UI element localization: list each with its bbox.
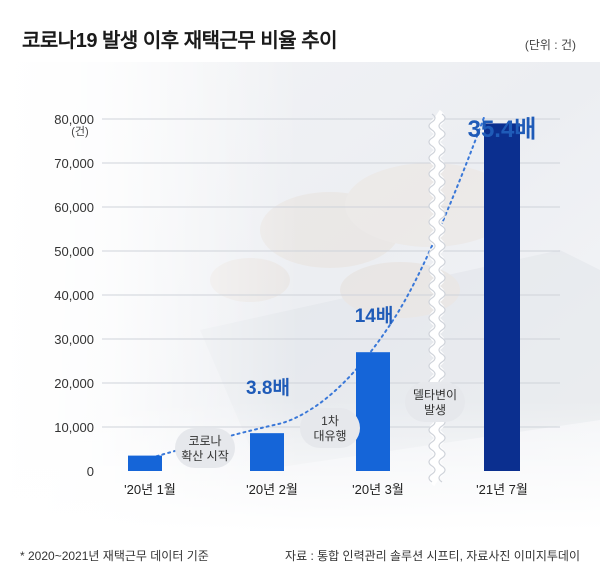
x-tick-label: '20년 2월	[246, 482, 298, 497]
callout-text: 확산 시작	[181, 449, 229, 463]
y-tick-label: 0	[87, 464, 94, 479]
footnote: * 2020~2021년 재택근무 데이터 기준	[20, 549, 209, 563]
bar-4	[484, 123, 520, 472]
source-note: 자료 : 통합 인력관리 솔루션 시프티, 자료사진 이미지투데이	[285, 549, 580, 563]
multiplier-label: 3.8배	[246, 377, 290, 399]
unit-note: (단위 : 건)	[524, 38, 576, 52]
bars	[128, 123, 520, 472]
y-tick-label: 80,000	[54, 112, 94, 127]
y-tick-label: 70,000	[54, 156, 94, 171]
x-tick-label: '20년 3월	[352, 482, 404, 497]
y-tick-label: 40,000	[54, 288, 94, 303]
bar-3	[356, 352, 390, 471]
x-tick-label: '20년 1월	[124, 482, 176, 497]
axis-break	[428, 109, 446, 487]
y-tick-label: 10,000	[54, 420, 94, 435]
x-axis-ticks: '20년 1월 '20년 2월 '20년 3월 '21년 7월	[124, 482, 528, 497]
callout-bubble	[405, 382, 465, 422]
multiplier-label: 14배	[355, 305, 394, 327]
bar-1	[128, 455, 162, 471]
callout-text: 발생	[424, 403, 446, 417]
y-tick-label: 50,000	[54, 244, 94, 259]
multiplier-label: 35.4배	[468, 116, 537, 143]
callout-text: 델타변이	[413, 388, 457, 402]
multiplier-labels: 3.8배 14배 35.4배	[246, 116, 536, 399]
y-axis-label: (건)	[71, 125, 88, 138]
callout-text: 코로나	[188, 434, 221, 448]
y-axis-ticks: 0 10,000 20,000 30,000 40,000 50,000 60,000 70,…	[54, 112, 94, 479]
y-tick-label: 20,000	[54, 376, 94, 391]
callout-bubble	[175, 428, 235, 468]
gridlines	[102, 118, 560, 428]
bar-2	[250, 433, 284, 471]
chart-title: 코로나19 발생 이후 재택근무 비율 추이	[22, 30, 338, 52]
y-tick-label: 60,000	[54, 200, 94, 215]
callout-text: 1차	[321, 414, 339, 428]
x-tick-label: '21년 7월	[476, 482, 528, 497]
break-band	[429, 109, 445, 487]
y-tick-label: 30,000	[54, 332, 94, 347]
callout-text: 대유행	[313, 428, 346, 443]
callout-bubble	[300, 408, 360, 448]
